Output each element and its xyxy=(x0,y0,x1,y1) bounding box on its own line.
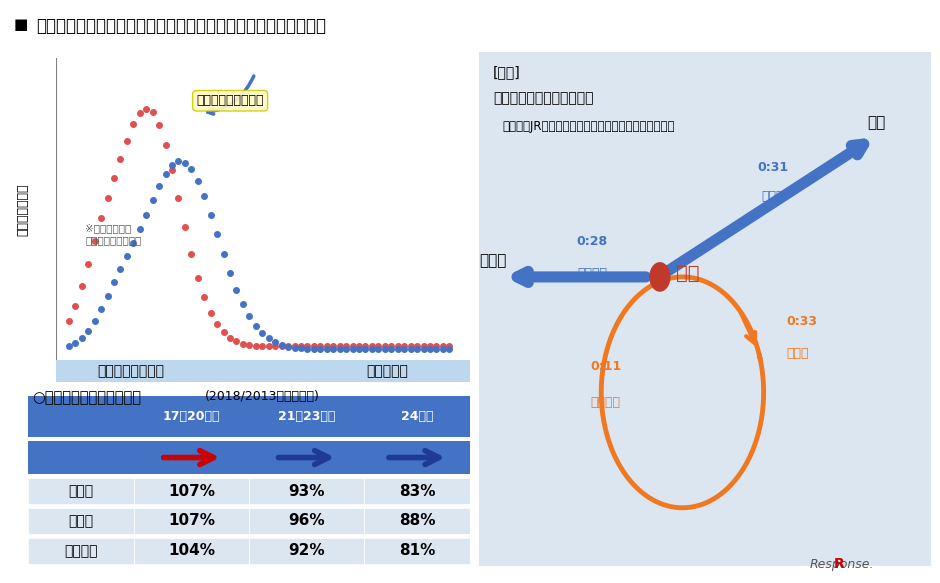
Text: 24時台: 24時台 xyxy=(400,410,433,423)
Text: 83%: 83% xyxy=(399,484,435,498)
Text: ※帰宅時間帯の
ご利用変化イメージ: ※帰宅時間帯の ご利用変化イメージ xyxy=(86,223,142,245)
Text: 三ノ宮駅: 三ノ宮駅 xyxy=(65,544,98,558)
Text: 大阪: 大阪 xyxy=(676,264,699,283)
Text: 81%: 81% xyxy=(399,543,435,559)
Text: 0:28: 0:28 xyxy=(576,235,608,248)
FancyBboxPatch shape xyxy=(364,508,470,534)
FancyBboxPatch shape xyxy=(364,478,470,504)
Text: 大阪駅を発車する最終電車: 大阪駅を発車する最終電車 xyxy=(493,91,593,105)
FancyBboxPatch shape xyxy=(28,478,134,504)
Text: ○主要駅のご利用者数変化: ○主要駅のご利用者数変化 xyxy=(33,391,142,405)
FancyBboxPatch shape xyxy=(364,538,470,564)
Text: 17～20時台: 17～20時台 xyxy=(163,410,220,423)
Circle shape xyxy=(650,263,670,291)
Text: 107%: 107% xyxy=(168,514,215,528)
Text: 京橋行: 京橋行 xyxy=(786,347,808,360)
FancyBboxPatch shape xyxy=(28,538,134,564)
Text: お客様の帰宅時間が早まり、深夜時間帯のご利用が減少している: お客様の帰宅時間が早まり、深夜時間帯のご利用が減少している xyxy=(36,17,326,36)
Text: 92%: 92% xyxy=(289,543,325,559)
FancyBboxPatch shape xyxy=(28,508,134,534)
Text: （平日のJR京都・神戸、大阪環状線。寝台特急除く）: （平日のJR京都・神戸、大阪環状線。寝台特急除く） xyxy=(502,120,675,133)
Text: タラッシュ時間帯: タラッシュ時間帯 xyxy=(98,364,164,378)
FancyBboxPatch shape xyxy=(249,441,364,475)
FancyBboxPatch shape xyxy=(28,396,134,437)
Text: (2018/2013、平日平均): (2018/2013、平日平均) xyxy=(205,391,320,403)
FancyBboxPatch shape xyxy=(249,508,364,534)
FancyBboxPatch shape xyxy=(134,508,249,534)
Text: 0:11: 0:11 xyxy=(590,360,621,373)
Text: 西明石行: 西明石行 xyxy=(577,267,607,280)
FancyBboxPatch shape xyxy=(364,396,470,437)
Text: 京都: 京都 xyxy=(868,115,885,131)
Text: 京都駅: 京都駅 xyxy=(69,514,94,528)
Text: Response.: Response. xyxy=(809,559,874,571)
Text: 88%: 88% xyxy=(399,514,435,528)
Text: R: R xyxy=(834,557,844,571)
Text: 帰宅が早まっている: 帰宅が早まっている xyxy=(196,94,264,107)
Text: 0:31: 0:31 xyxy=(757,161,789,174)
Text: ■: ■ xyxy=(14,17,28,33)
FancyBboxPatch shape xyxy=(249,538,364,564)
Text: 天王寺行: 天王寺行 xyxy=(590,396,620,409)
Text: 107%: 107% xyxy=(168,484,215,498)
FancyBboxPatch shape xyxy=(134,441,249,475)
FancyBboxPatch shape xyxy=(249,396,364,437)
Text: 西明石: 西明石 xyxy=(479,254,507,268)
FancyBboxPatch shape xyxy=(134,538,249,564)
Text: 大阪駅: 大阪駅 xyxy=(69,484,94,498)
Text: 96%: 96% xyxy=(289,514,325,528)
FancyBboxPatch shape xyxy=(134,478,249,504)
FancyBboxPatch shape xyxy=(28,441,134,475)
Text: お客様のご利用: お客様のご利用 xyxy=(17,184,30,236)
FancyBboxPatch shape xyxy=(134,396,249,437)
Text: [参考]: [参考] xyxy=(493,65,521,79)
Text: 0:33: 0:33 xyxy=(786,315,817,328)
FancyBboxPatch shape xyxy=(364,441,470,475)
Text: 21～23時台: 21～23時台 xyxy=(278,410,336,423)
FancyBboxPatch shape xyxy=(249,478,364,504)
Text: 104%: 104% xyxy=(168,543,215,559)
Text: 高槻行: 高槻行 xyxy=(761,191,784,203)
Text: 93%: 93% xyxy=(289,484,325,498)
Text: 深夜時間帯: 深夜時間帯 xyxy=(367,364,408,378)
